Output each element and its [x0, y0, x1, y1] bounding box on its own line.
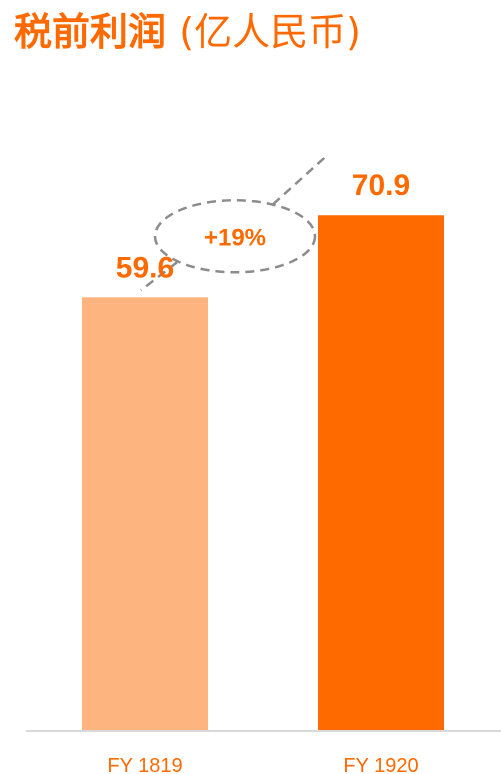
growth-ellipse	[153, 199, 317, 274]
bar-value-label-2: 70.9	[352, 169, 410, 202]
bar-1	[82, 297, 208, 730]
bars	[82, 215, 444, 730]
chart-title-unit: (亿人民币)	[179, 10, 361, 54]
growth-label: +19%	[204, 224, 266, 251]
growth-connector-left	[140, 261, 178, 292]
chart-title: 税前利润 (亿人民币)	[14, 8, 361, 56]
x-tick-label-2: FY 1920	[343, 755, 418, 774]
bar-2	[318, 215, 444, 730]
growth-connector-right	[272, 156, 326, 206]
bar-value-label-1: 59.6	[116, 251, 174, 284]
growth-annotation: +19%	[140, 156, 326, 292]
x-tick-label-1: FY 1819	[107, 755, 182, 774]
chart-title-main: 税前利润	[14, 10, 167, 54]
